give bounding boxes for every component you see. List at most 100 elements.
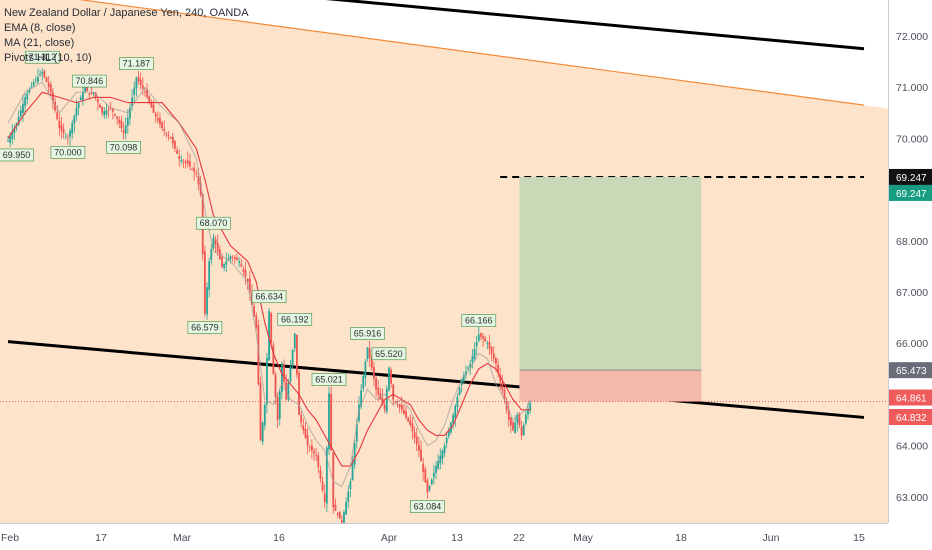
candle-body [507,409,510,420]
candle-body [169,136,172,139]
long-position-tool[interactable] [0,176,888,403]
candle-body [325,447,328,504]
candle-body [156,118,159,121]
candle-body [178,156,181,159]
legend-ma[interactable]: MA (21, close) [4,37,75,49]
pivot-high: 68.070 [196,216,231,230]
candle-body [445,437,448,444]
candle-body [129,107,131,119]
candle-body [492,353,495,359]
price-badge[interactable] [889,168,932,185]
candle-body [270,313,273,343]
price-badge[interactable] [889,409,932,426]
pivot-value: 66.192 [281,314,309,324]
pivot-low: 63.084 [410,500,445,513]
candle-body [317,455,320,468]
candle-body [103,111,106,116]
candle-body [77,102,80,108]
candle-body [296,334,298,375]
pivot-box [371,347,407,361]
candle-body [37,76,39,83]
candle-body [400,405,403,410]
candle-body [381,397,384,405]
x-tick-label: May [573,532,594,544]
price-series [7,68,532,530]
legend-ema[interactable]: EMA (8, close) [4,22,76,34]
stop-zone[interactable] [519,370,702,402]
candle-body [203,251,206,314]
price-badge[interactable] [889,362,932,379]
candle-body [417,444,420,451]
candle-body [405,411,407,418]
candle-body [248,278,251,294]
candle-body [238,261,241,264]
candle-body [430,479,433,485]
pivot-low: 69.950 [0,148,34,162]
trendline-upper-thick[interactable] [316,0,865,51]
candle-body [19,110,22,117]
candle-body [49,84,52,93]
pivot-value: 71.187 [123,59,151,69]
candle-body [460,379,463,386]
candle-body [503,389,506,400]
candle-body [189,161,191,167]
candle-body [41,71,44,74]
candle-body [432,472,435,478]
candle-body [13,127,16,133]
pivot-high: 66.166 [461,314,497,328]
candle-body [426,480,429,493]
candle-body [343,512,345,525]
candle-body [392,384,395,400]
pivot-value: 66.634 [255,292,283,302]
candle-body [116,116,119,120]
candle-body [161,122,163,129]
candle-body [261,422,264,443]
candle-body [176,150,178,154]
candle-body [373,367,375,379]
candle-body [340,520,343,523]
trendline-orange-upper[interactable] [8,0,865,106]
x-tick-label: 18 [675,532,687,544]
legend-pivots[interactable]: Pivots HL (10, 10) [4,52,92,64]
candle-body [120,120,123,129]
price-badge-label: 64.832 [896,413,927,424]
y-tick-label: 72.000 [896,31,928,43]
candle-body [165,133,168,135]
candle-body [84,87,86,92]
legend-symbol[interactable]: New Zealand Dollar / Japanese Yen, 240, … [4,7,249,19]
y-tick-label: 71.000 [896,82,928,94]
candle-body [64,135,67,137]
trendline-lower-thick[interactable] [7,340,865,419]
candle-body [206,287,208,315]
x-tick-label: Apr [381,532,398,544]
candle-body [17,116,20,125]
candle-body [246,278,249,282]
target-zone[interactable] [519,176,702,402]
candle-body [462,375,465,382]
price-badge[interactable] [889,389,932,406]
pivot-value: 66.166 [465,316,493,326]
candle-body [69,130,71,137]
candle-body [514,422,517,434]
candle-body [313,451,315,454]
candle-body [90,92,93,94]
candle-body [338,511,341,519]
x-tick-label: Mar [173,532,192,544]
candle-body [152,104,155,113]
price-axis[interactable]: 63.00064.00065.00066.00067.00068.00069.0… [888,0,932,550]
candle-body [437,460,440,469]
candle-body [107,108,110,110]
candle-body [409,420,412,426]
candle-body [56,111,59,120]
candle-body [184,161,187,163]
price-badge[interactable] [889,184,932,201]
time-axis[interactable]: Feb 17 Mar 16 Apr 13 22 May 18 Jun 15 [0,523,932,550]
candle-body [92,92,95,94]
candle-body [167,134,170,136]
candle-body [304,429,307,438]
price-axis-bg [888,0,932,550]
candle-body [480,332,482,337]
candle-body [306,435,309,446]
candle-body [197,176,200,185]
